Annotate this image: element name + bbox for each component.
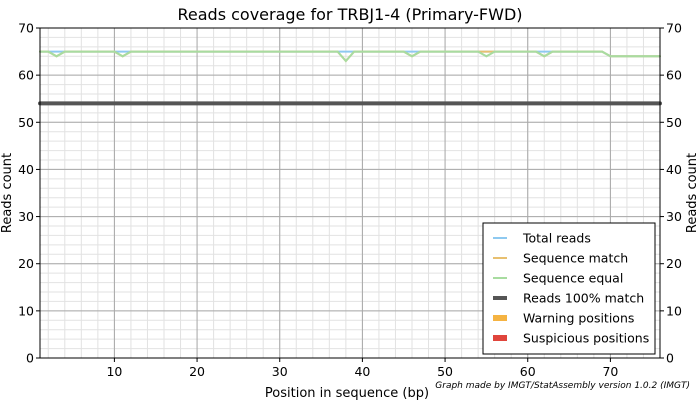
y-tick-label-left: 20 xyxy=(18,256,34,271)
y-tick-label-right: 50 xyxy=(666,115,682,130)
x-tick-label: 40 xyxy=(354,364,370,379)
x-tick-label: 30 xyxy=(272,364,288,379)
y-tick-label-right: 70 xyxy=(666,21,682,36)
y-tick-label-left: 0 xyxy=(26,351,34,366)
x-axis-ticks: 10 20 30 40 50 60 70 xyxy=(106,358,618,379)
legend-box xyxy=(482,222,656,355)
x-axis-label: Position in sequence (bp) xyxy=(265,386,429,400)
y-axis-label-left: Reads count xyxy=(0,153,15,233)
y-tick-label-right: 20 xyxy=(666,256,682,271)
x-tick-label: 60 xyxy=(520,364,536,379)
x-tick-label: 10 xyxy=(106,364,122,379)
y-tick-label-left: 30 xyxy=(18,209,34,224)
y-axis-right-ticks: 0 10 20 30 40 50 60 70 xyxy=(660,21,682,366)
legend-label-3: Reads 100% match xyxy=(523,291,644,306)
y-tick-label-right: 10 xyxy=(666,303,682,318)
legend-label-0: Total reads xyxy=(522,231,591,246)
chart-title: Reads coverage for TRBJ1-4 (Primary-FWD) xyxy=(177,5,522,24)
legend: Total reads Sequence match Sequence equal R… xyxy=(482,222,656,355)
credit-text: Graph made by IMGT/StatAssembly version … xyxy=(435,381,690,391)
legend-label-5: Suspicious positions xyxy=(523,331,649,346)
series-layer xyxy=(38,50,662,106)
y-tick-label-right: 30 xyxy=(666,209,682,224)
legend-label-1: Sequence match xyxy=(523,251,628,266)
y-tick-label-left: 60 xyxy=(18,68,34,83)
y-tick-label-right: 60 xyxy=(666,68,682,83)
y-tick-label-right: 40 xyxy=(666,162,682,177)
y-tick-label-left: 10 xyxy=(18,303,34,318)
y-tick-label-left: 40 xyxy=(18,162,34,177)
y-tick-label-right: 0 xyxy=(666,351,674,366)
x-tick-label: 70 xyxy=(602,364,618,379)
legend-label-4: Warning positions xyxy=(523,311,634,326)
y-axis-left-ticks: 0 10 20 30 40 50 60 70 xyxy=(18,21,40,366)
y-tick-label-left: 50 xyxy=(18,115,34,130)
y-tick-label-left: 70 xyxy=(18,21,34,36)
y-axis-label-right: Reads count xyxy=(685,153,700,233)
x-tick-label: 20 xyxy=(189,364,205,379)
legend-label-2: Sequence equal xyxy=(523,271,623,286)
series-line-2 xyxy=(39,50,661,63)
plot-frame xyxy=(39,27,661,359)
x-tick-label: 50 xyxy=(437,364,453,379)
